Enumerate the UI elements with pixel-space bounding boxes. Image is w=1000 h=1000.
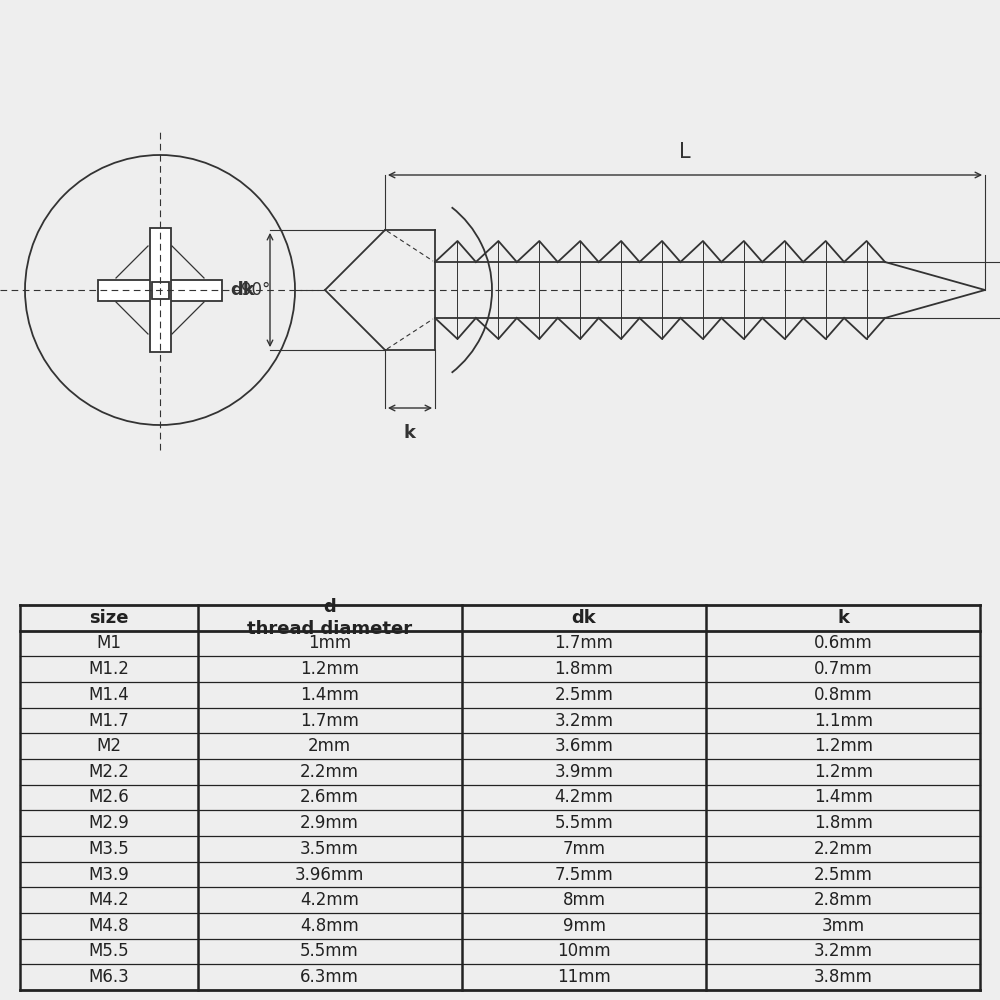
Text: 1mm: 1mm [308, 635, 351, 652]
Text: 9mm: 9mm [562, 917, 606, 935]
Text: 2.5mm: 2.5mm [555, 686, 613, 704]
Text: 5.5mm: 5.5mm [555, 814, 613, 832]
Text: 2.5mm: 2.5mm [814, 865, 873, 884]
Text: 2.6mm: 2.6mm [300, 788, 359, 806]
Text: M2: M2 [96, 737, 121, 755]
Text: M6.3: M6.3 [88, 968, 129, 986]
Text: 3.9mm: 3.9mm [555, 763, 613, 781]
Text: 3.6mm: 3.6mm [555, 737, 613, 755]
Text: M4.2: M4.2 [88, 891, 129, 909]
Text: 4.8mm: 4.8mm [300, 917, 359, 935]
Text: 1.2mm: 1.2mm [814, 737, 873, 755]
Text: 0.7mm: 0.7mm [814, 660, 873, 678]
Text: 2mm: 2mm [308, 737, 351, 755]
Text: M1.4: M1.4 [88, 686, 129, 704]
Text: 2.8mm: 2.8mm [814, 891, 873, 909]
Text: 2.9mm: 2.9mm [300, 814, 359, 832]
Text: 1.8mm: 1.8mm [814, 814, 873, 832]
Text: 3.2mm: 3.2mm [554, 712, 614, 730]
Text: 5.5mm: 5.5mm [300, 942, 359, 960]
Text: 3.5mm: 3.5mm [300, 840, 359, 858]
Text: 0.6mm: 0.6mm [814, 635, 873, 652]
Text: M2.2: M2.2 [88, 763, 129, 781]
Text: k: k [837, 609, 849, 627]
Text: 2.2mm: 2.2mm [300, 763, 359, 781]
Text: 1.8mm: 1.8mm [555, 660, 613, 678]
Text: d
thread diameter: d thread diameter [247, 598, 412, 638]
Text: dk: dk [572, 609, 596, 627]
Bar [150, 228, 170, 352]
Text: M1.2: M1.2 [88, 660, 129, 678]
Text: 6.3mm: 6.3mm [300, 968, 359, 986]
Text: 4.2mm: 4.2mm [555, 788, 613, 806]
Text: 1.7mm: 1.7mm [300, 712, 359, 730]
Text: 0.8mm: 0.8mm [814, 686, 873, 704]
Text: 1.2mm: 1.2mm [300, 660, 359, 678]
Text: M3.9: M3.9 [88, 865, 129, 884]
Text: size: size [89, 609, 129, 627]
Text: M2.6: M2.6 [88, 788, 129, 806]
Text: 3mm: 3mm [822, 917, 865, 935]
Text: 7mm: 7mm [562, 840, 606, 858]
Text: 4.2mm: 4.2mm [300, 891, 359, 909]
Text: 3.2mm: 3.2mm [814, 942, 873, 960]
Text: 1.4mm: 1.4mm [814, 788, 873, 806]
Text: M1.7: M1.7 [88, 712, 129, 730]
Text: M3.5: M3.5 [88, 840, 129, 858]
Text: 3.96mm: 3.96mm [295, 865, 364, 884]
Text: 90°: 90° [241, 281, 270, 299]
Text: 1.7mm: 1.7mm [555, 635, 613, 652]
Text: dk: dk [230, 281, 255, 299]
Text: 7.5mm: 7.5mm [555, 865, 613, 884]
Text: M2.9: M2.9 [88, 814, 129, 832]
Text: 1.4mm: 1.4mm [300, 686, 359, 704]
Text: 3.8mm: 3.8mm [814, 968, 873, 986]
Text: k: k [404, 424, 416, 442]
Text: 11mm: 11mm [557, 968, 611, 986]
Text: 8mm: 8mm [562, 891, 606, 909]
Text: M5.5: M5.5 [88, 942, 129, 960]
Text: 1.2mm: 1.2mm [814, 763, 873, 781]
Bar [152, 282, 168, 298]
Text: 1.1mm: 1.1mm [814, 712, 873, 730]
Text: L: L [679, 142, 691, 162]
Bar [98, 279, 222, 300]
Text: M4.8: M4.8 [88, 917, 129, 935]
Text: 2.2mm: 2.2mm [814, 840, 873, 858]
Text: 10mm: 10mm [557, 942, 611, 960]
Text: M1: M1 [96, 635, 121, 652]
